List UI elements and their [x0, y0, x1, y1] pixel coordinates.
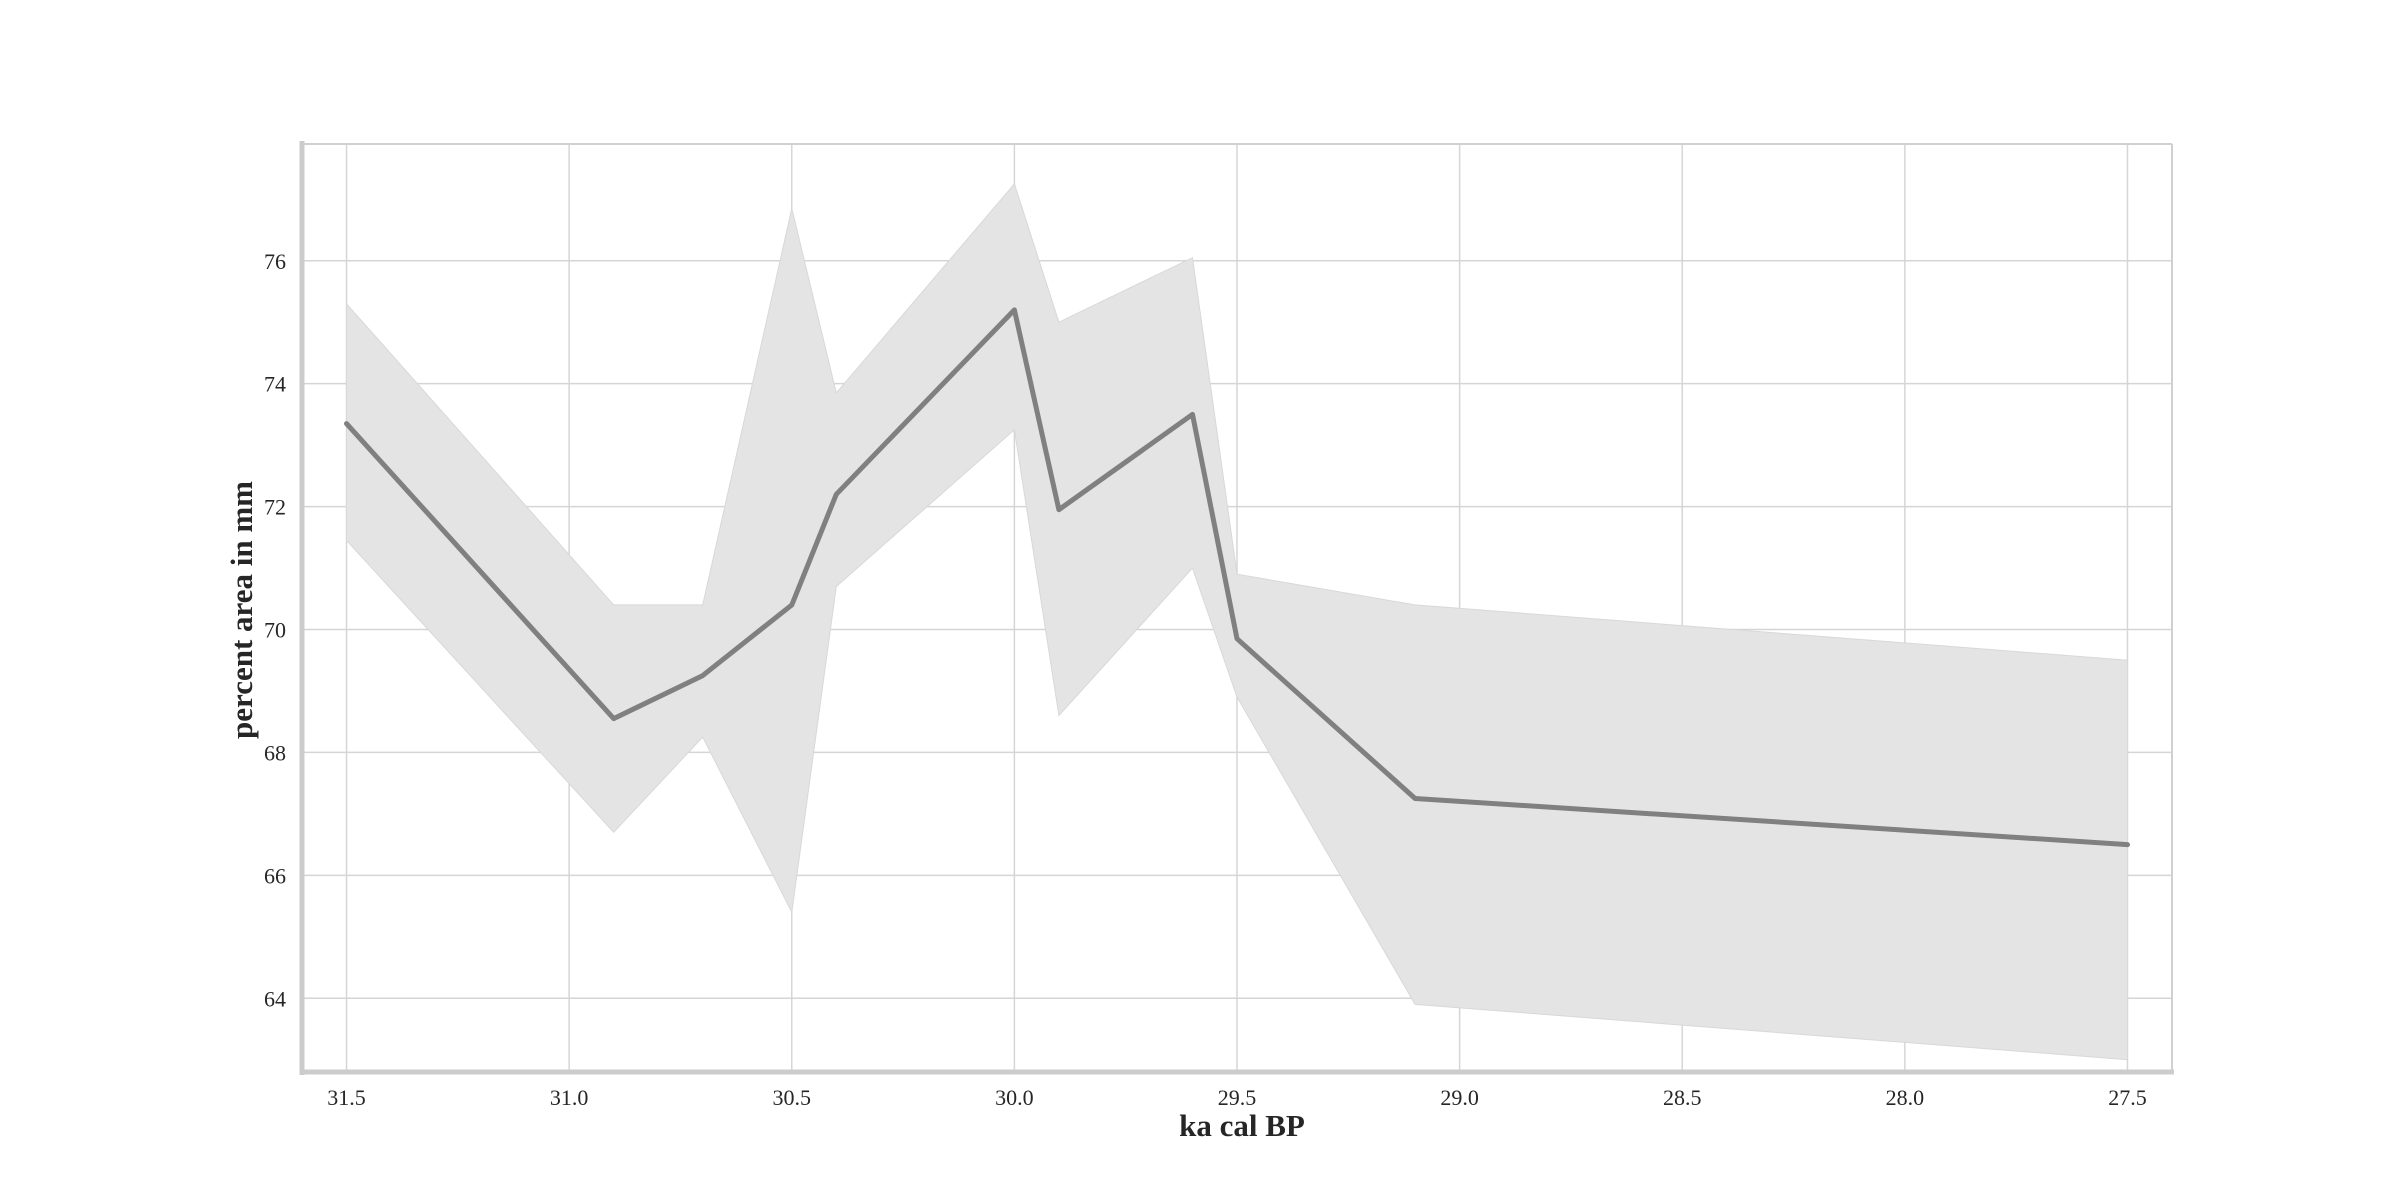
x-tick-label: 28.0 [1886, 1085, 1925, 1110]
series-line-layer [344, 307, 2130, 848]
y-tick-label: 74 [264, 372, 286, 397]
x-tick-label: 27.5 [2108, 1085, 2147, 1110]
y-tick-label: 70 [264, 618, 286, 643]
plot-frame [299, 141, 2174, 1075]
x-tick-label: 31.5 [327, 1085, 366, 1110]
confidence-band [346, 182, 2128, 1061]
x-tick-label: 31.0 [550, 1085, 589, 1110]
x-tick-label: 30.5 [773, 1085, 812, 1110]
series-line [344, 307, 2130, 848]
y-tick-label: 66 [264, 863, 286, 888]
x-tick-label: 30.0 [995, 1085, 1034, 1110]
x-axis-label: ka cal BP [1179, 1108, 1305, 1143]
x-tick-label: 29.0 [1440, 1085, 1479, 1110]
y-tick-label: 76 [264, 249, 286, 274]
y-tick-label: 68 [264, 740, 286, 765]
x-tick-label: 29.5 [1218, 1085, 1257, 1110]
confidence-band-layer [346, 182, 2128, 1061]
y-axis-label: percent area in mm [224, 481, 259, 739]
x-tick-label: 28.5 [1663, 1085, 1702, 1110]
x-axis-ticks: 31.5 31.0 30.5 30.0 29.5 29.0 28.5 28.0 27.5 [327, 1085, 2146, 1110]
y-axis-ticks: 64 66 68 70 72 74 76 [264, 249, 286, 1011]
y-tick-label: 72 [264, 495, 286, 520]
y-tick-label: 64 [264, 986, 286, 1011]
